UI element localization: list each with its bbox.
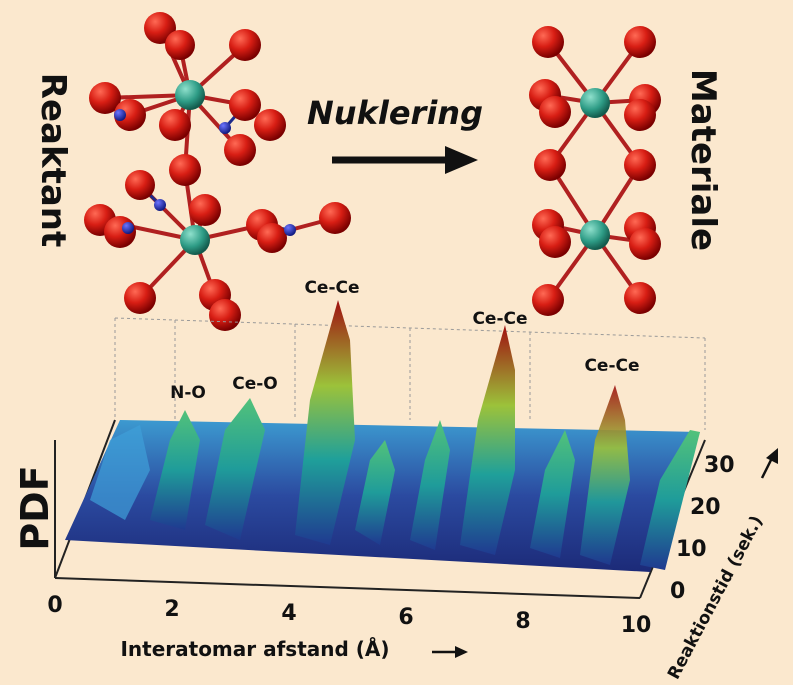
process-arrow <box>332 146 478 174</box>
pdf-surface <box>65 300 700 572</box>
time-tick-label: 20 <box>690 495 721 520</box>
x-tick-label: 6 <box>398 605 413 630</box>
peak-label: Ce-Ce <box>304 278 359 298</box>
product-label: Materiale <box>683 69 723 251</box>
y-axis-label: PDF <box>13 465 57 550</box>
x-axis-arrow <box>432 646 468 658</box>
peak-label: Ce-O <box>232 374 278 394</box>
peak-label: Ce-Ce <box>472 309 527 329</box>
time-tick-label: 0 <box>670 579 685 604</box>
time-tick-label: 10 <box>676 537 707 562</box>
peak-label: N-O <box>170 383 206 403</box>
x-tick-label: 4 <box>281 601 296 626</box>
reactant-label: Reaktant <box>33 73 73 247</box>
x-tick-label: 2 <box>164 597 179 622</box>
time-axis-arrow <box>762 448 778 478</box>
peak-label: Ce-Ce <box>584 356 639 376</box>
x-axis-label: Interatomar afstand (Å) <box>120 637 389 661</box>
x-ticks: 0 2 4 6 8 10 <box>47 593 651 638</box>
x-tick-label: 10 <box>621 613 652 638</box>
x-tick-label: 8 <box>515 609 530 634</box>
process-label: Nuklering <box>307 94 483 132</box>
time-tick-label: 30 <box>704 453 735 478</box>
x-tick-label: 0 <box>47 593 62 618</box>
figure: Reaktant Materiale Nuklering N-O Ce-O Ce… <box>0 0 793 685</box>
atoms <box>84 12 661 331</box>
page: {"header":{"reactant":"Reaktant","proces… <box>0 0 793 685</box>
